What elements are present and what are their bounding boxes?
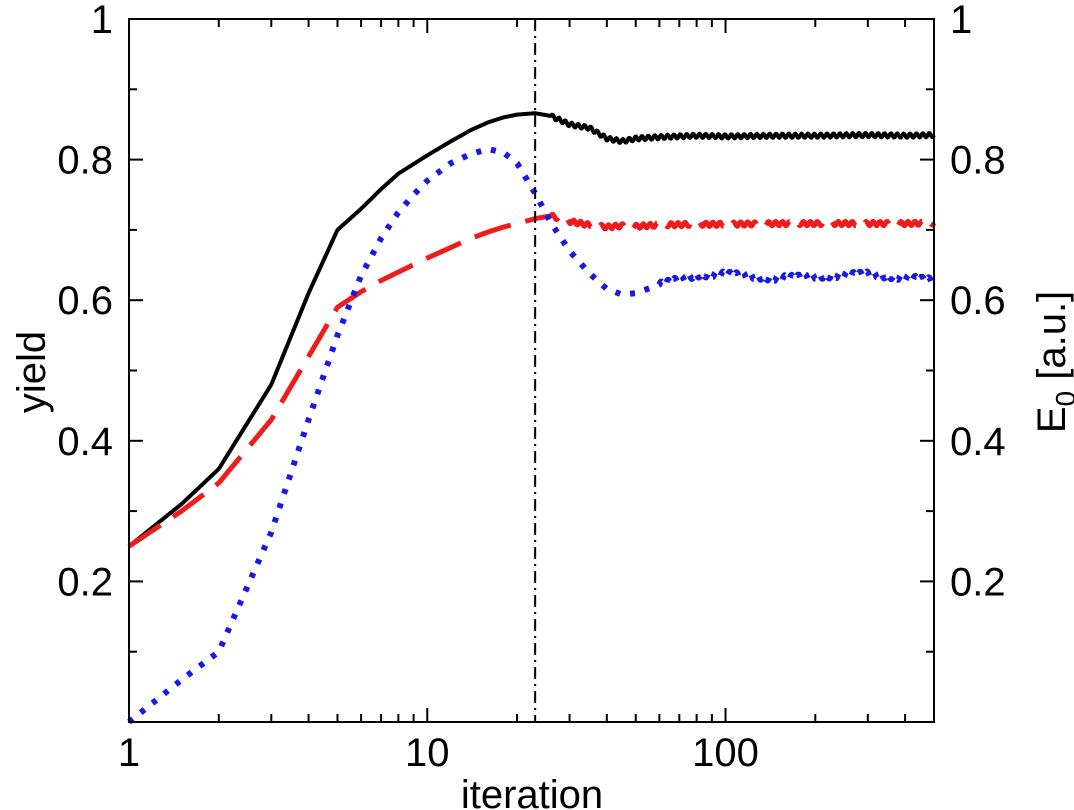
y-tick-label: 0.8 (57, 139, 113, 183)
y2-axis-title: E0 [a.u.] (1030, 291, 1074, 433)
y2-tick-label: 0.8 (950, 139, 1006, 183)
x-axis-title: iteration (461, 773, 603, 810)
y-tick-label: 0.2 (57, 560, 113, 604)
y2-axis-title-sub: 0 (1050, 391, 1074, 407)
y-tick-label: 0.4 (57, 420, 113, 464)
y-axis-title: yield (10, 331, 54, 413)
y-tick-label: 1 (91, 0, 113, 42)
series-layer (126, 19, 937, 725)
ticks-layer: 1 10 100 0.2 0.4 0.6 0.8 1 0.2 0.4 0.6 0.8 1 (57, 0, 1005, 775)
series-line-black-solid (127, 111, 936, 548)
x-tick-label: 1 (118, 731, 140, 775)
y2-tick-label: 0.6 (950, 279, 1006, 323)
series-line-blue-dotted (126, 146, 937, 725)
series-line-red-dashed (127, 211, 937, 549)
x-tick-label: 10 (405, 731, 450, 775)
y2-axis-title-main: E (1030, 406, 1074, 433)
y2-tick-label: 1 (950, 0, 972, 42)
y2-axis-title-rest: [a.u.] (1030, 291, 1074, 391)
y2-tick-label: 0.4 (950, 420, 1006, 464)
y-tick-label: 0.6 (57, 279, 113, 323)
x-tick-label: 100 (692, 731, 759, 775)
y2-tick-label: 0.2 (950, 560, 1006, 604)
